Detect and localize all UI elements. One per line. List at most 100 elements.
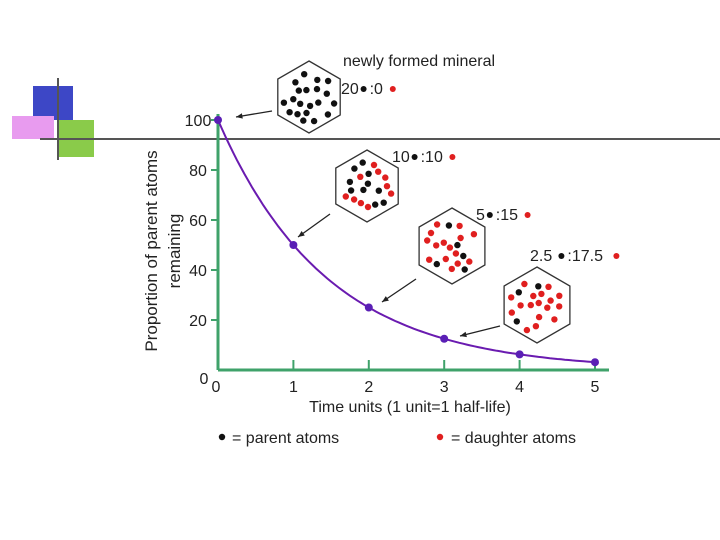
legend-parent-marker [218, 433, 226, 441]
parent-atom [346, 178, 354, 186]
daughter-atom [544, 304, 551, 311]
data-point [214, 116, 222, 124]
daughter-atom [382, 174, 389, 181]
x-tick-label: 3 [440, 379, 449, 396]
daughter-atom [530, 292, 537, 300]
parent-atom [513, 318, 520, 325]
parent-atom [364, 180, 372, 187]
daughter-atom [342, 193, 349, 200]
legend: = parent atoms = daughter atoms [218, 430, 576, 447]
x-tick-label: 5 [591, 379, 600, 396]
y-tick-label: 60 [189, 213, 207, 230]
x-tick-label: 2 [364, 379, 373, 396]
ratio-parent-count: 5 [476, 207, 485, 224]
daughter-atom [556, 292, 563, 299]
daughter-atom [446, 244, 454, 251]
ratio-daughter-count: :0 [370, 81, 383, 98]
daughter-atom [448, 265, 455, 273]
daughter-atom [426, 256, 433, 263]
parent-atom [310, 117, 318, 125]
parent-atom [286, 109, 293, 116]
mineral-annotation: 20:0 newly formed mineral [235, 53, 495, 134]
data-point [289, 241, 298, 249]
daughter-atom [508, 294, 515, 301]
annotation-layer: 20:0 newly formed mineral 10:10 5:15 2.5:17.… [235, 53, 620, 344]
annotation-arrowhead [460, 331, 467, 338]
daughter-atom [350, 196, 358, 203]
daughter-atom [532, 323, 540, 330]
x-tick-label-origin: 0 [212, 379, 221, 396]
decoration-pink-square [12, 116, 54, 139]
parent-atom [461, 266, 468, 273]
slide-decoration [12, 78, 720, 160]
annotation-arrowhead [382, 296, 389, 302]
daughter-atom [535, 313, 543, 321]
parent-atom [300, 117, 307, 124]
daughter-atom [457, 234, 464, 242]
ratio-daughter-count: :17.5 [567, 248, 603, 265]
daughter-atom [538, 290, 545, 298]
mineral-hexagon [277, 60, 341, 134]
y-tick-label: 100 [185, 113, 212, 130]
parent-atom [347, 187, 355, 194]
parent-atom [375, 187, 382, 194]
mineral-annotation: 10:10 [297, 149, 456, 238]
annotation-arrow [381, 278, 417, 303]
parent-atom [303, 109, 310, 117]
parent-atom [295, 87, 302, 94]
daughter-atom [470, 231, 478, 238]
daughter-atom [427, 229, 435, 237]
annotation-arrow [459, 325, 501, 337]
parent-atom [292, 79, 299, 86]
daughter-atom [454, 260, 461, 267]
parent-atom [372, 201, 379, 208]
daughter-atom [452, 250, 460, 257]
parent-atom [380, 199, 387, 206]
x-tick-label: 1 [289, 379, 298, 396]
daughter-atom [433, 242, 440, 249]
parent-atom [313, 85, 321, 93]
x-axis-label: Time units (1 unit=1 half-life) [309, 399, 511, 416]
ratio-parent-marker [558, 253, 565, 259]
y-tick-label: 20 [189, 313, 207, 330]
daughter-atom [521, 280, 528, 288]
y-tick-label: 40 [189, 263, 207, 280]
daughter-atom [424, 237, 431, 244]
parent-atom [454, 241, 461, 249]
daughter-atom [440, 239, 447, 246]
x-tick-label: 4 [515, 379, 524, 396]
parent-atom [315, 99, 322, 106]
daughter-atom [527, 301, 534, 309]
parent-atom [323, 90, 330, 97]
daughter-atom [556, 303, 563, 310]
data-point [591, 358, 599, 367]
parent-atom [294, 111, 301, 118]
ratio-parent-marker [360, 86, 367, 92]
parent-atom [324, 77, 332, 85]
daughter-atom [456, 222, 463, 230]
daughter-atom [508, 309, 515, 316]
ratio-parent-marker [411, 154, 418, 160]
parent-atom [306, 102, 314, 110]
daughter-atom [442, 255, 449, 263]
ratio-daughter-marker [389, 86, 396, 92]
parent-atom [330, 100, 338, 107]
annotation-arrowhead [236, 113, 243, 119]
daughter-atom [387, 190, 395, 197]
daughter-atom [383, 183, 391, 190]
daughter-atom [357, 199, 365, 207]
parent-atom [324, 111, 332, 118]
y-tick-label: 80 [189, 163, 207, 180]
ratio-parent-count: 2.5 [530, 248, 552, 265]
parent-atom [445, 222, 453, 229]
ratio-parent-marker [486, 212, 493, 218]
daughter-atom [545, 283, 552, 290]
parent-atom [460, 252, 467, 260]
parent-atom [303, 86, 310, 94]
parent-atom [314, 76, 321, 84]
parent-atom [515, 289, 522, 296]
y-axis-label-line2: remaining [165, 214, 184, 289]
parent-atom [365, 170, 372, 177]
y-axis-label: Proportion of parent atoms [142, 150, 161, 351]
